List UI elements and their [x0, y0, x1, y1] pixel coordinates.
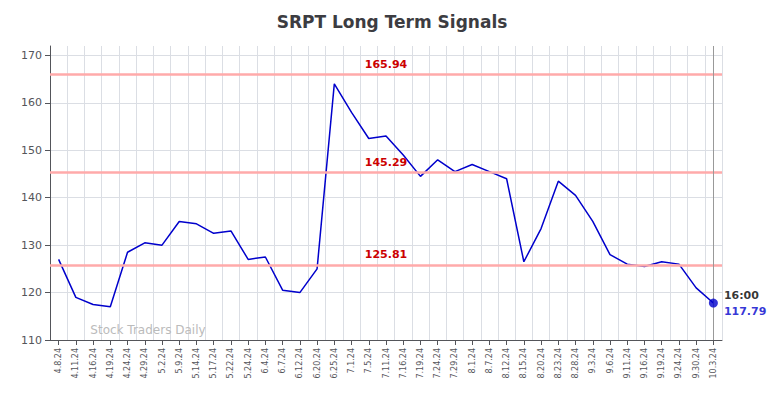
svg-text:4.19.24: 4.19.24: [106, 348, 115, 379]
svg-text:160: 160: [21, 96, 42, 109]
svg-text:8.15.24: 8.15.24: [519, 348, 528, 379]
svg-text:5.24.24: 5.24.24: [244, 348, 253, 379]
svg-text:4.11.24: 4.11.24: [71, 348, 80, 379]
svg-text:6.7.24: 6.7.24: [278, 348, 287, 373]
svg-text:4.29.24: 4.29.24: [140, 348, 149, 379]
svg-text:150: 150: [21, 144, 42, 157]
svg-text:9.6.24: 9.6.24: [606, 348, 615, 373]
svg-text:7.1.24: 7.1.24: [347, 348, 356, 373]
svg-text:9.30.24: 9.30.24: [692, 348, 701, 379]
svg-text:4.24.24: 4.24.24: [123, 348, 132, 379]
svg-text:9.3.24: 9.3.24: [588, 348, 597, 373]
svg-text:Stock Traders Daily: Stock Traders Daily: [90, 323, 205, 337]
svg-text:SRPT Long Term Signals: SRPT Long Term Signals: [277, 12, 508, 32]
svg-text:8.7.24: 8.7.24: [485, 348, 494, 373]
svg-text:4.16.24: 4.16.24: [89, 348, 98, 379]
svg-text:10.3.24: 10.3.24: [709, 348, 718, 379]
svg-text:140: 140: [21, 191, 42, 204]
svg-text:16:00: 16:00: [724, 289, 759, 302]
svg-text:9.16.24: 9.16.24: [640, 348, 649, 379]
svg-text:125.81: 125.81: [365, 248, 407, 261]
svg-text:165.94: 165.94: [365, 58, 408, 71]
svg-text:8.1.24: 8.1.24: [468, 348, 477, 373]
svg-text:6.12.24: 6.12.24: [295, 348, 304, 379]
svg-text:5.9.24: 5.9.24: [175, 348, 184, 373]
svg-text:5.14.24: 5.14.24: [192, 348, 201, 379]
svg-text:7.29.24: 7.29.24: [450, 348, 459, 379]
svg-text:6.4.24: 6.4.24: [261, 348, 270, 373]
svg-text:8.12.24: 8.12.24: [502, 348, 511, 379]
svg-text:7.5.24: 7.5.24: [364, 348, 373, 373]
svg-text:5.2.24: 5.2.24: [158, 348, 167, 373]
svg-text:9.11.24: 9.11.24: [623, 348, 632, 379]
svg-text:8.20.24: 8.20.24: [537, 348, 546, 379]
svg-text:8.23.24: 8.23.24: [554, 348, 563, 379]
svg-text:9.19.24: 9.19.24: [657, 348, 666, 379]
svg-text:117.79: 117.79: [724, 305, 766, 318]
svg-text:7.24.24: 7.24.24: [433, 348, 442, 379]
svg-text:110: 110: [21, 334, 42, 347]
svg-text:170: 170: [21, 49, 42, 62]
svg-text:7.16.24: 7.16.24: [399, 348, 408, 379]
svg-text:4.8.24: 4.8.24: [54, 348, 63, 373]
svg-text:5.17.24: 5.17.24: [209, 348, 218, 379]
svg-text:7.19.24: 7.19.24: [416, 348, 425, 379]
svg-text:5.22.24: 5.22.24: [226, 348, 235, 379]
svg-text:120: 120: [21, 286, 42, 299]
svg-text:7.11.24: 7.11.24: [382, 348, 391, 379]
svg-text:145.29: 145.29: [365, 156, 407, 169]
svg-text:8.28.24: 8.28.24: [571, 348, 580, 379]
svg-text:6.25.24: 6.25.24: [330, 348, 339, 379]
svg-text:130: 130: [21, 239, 42, 252]
svg-text:9.24.24: 9.24.24: [674, 348, 683, 379]
svg-text:6.20.24: 6.20.24: [313, 348, 322, 379]
